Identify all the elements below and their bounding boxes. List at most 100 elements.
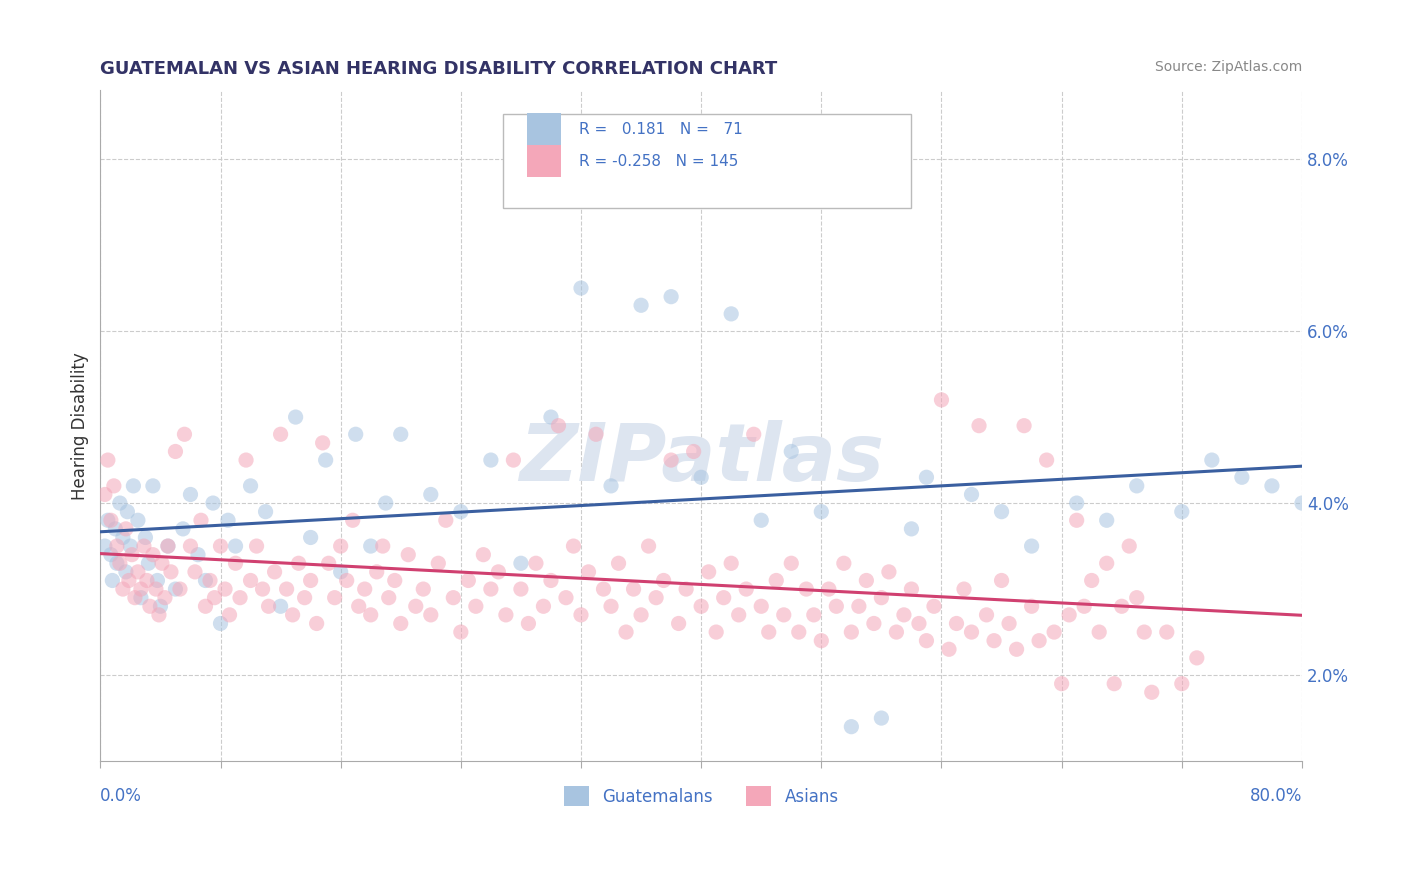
Point: [659, 453, 682, 467]
Point: [169, 582, 191, 596]
Point: [592, 582, 614, 596]
Point: [315, 453, 337, 467]
Point: [142, 479, 165, 493]
Point: [396, 548, 419, 562]
Point: [569, 607, 592, 622]
Point: [915, 470, 938, 484]
Point: [287, 556, 309, 570]
Point: [377, 591, 399, 605]
Point: [998, 616, 1021, 631]
Point: [787, 625, 810, 640]
Text: 80.0%: 80.0%: [1250, 788, 1302, 805]
Point: [201, 496, 224, 510]
Point: [1035, 453, 1057, 467]
Point: [794, 582, 817, 596]
Point: [124, 591, 146, 605]
Point: [344, 427, 367, 442]
Point: [1171, 505, 1194, 519]
Point: [578, 565, 600, 579]
Point: [502, 453, 524, 467]
Legend: Guatemalans, Asians: Guatemalans, Asians: [557, 780, 845, 814]
Point: [360, 607, 382, 622]
Point: [1095, 513, 1118, 527]
Point: [931, 392, 953, 407]
Point: [772, 607, 794, 622]
Point: [555, 591, 578, 605]
Point: [263, 565, 285, 579]
Point: [863, 616, 886, 631]
Point: [257, 599, 280, 614]
Point: [311, 435, 333, 450]
Point: [495, 607, 517, 622]
Point: [412, 582, 434, 596]
Point: [173, 427, 195, 442]
Point: [150, 556, 173, 570]
Point: [329, 565, 352, 579]
Point: [607, 556, 630, 570]
Point: [225, 556, 247, 570]
Point: [165, 444, 187, 458]
Point: [509, 556, 531, 570]
Point: [727, 607, 749, 622]
Point: [148, 607, 170, 622]
Point: [1066, 513, 1088, 527]
Point: [115, 565, 138, 579]
Point: [1185, 651, 1208, 665]
Point: [323, 591, 346, 605]
Point: [780, 556, 803, 570]
Point: [294, 591, 316, 605]
Point: [366, 565, 388, 579]
Point: [101, 574, 124, 588]
Point: [976, 607, 998, 622]
Point: [870, 711, 893, 725]
Point: [1125, 591, 1147, 605]
Point: [547, 418, 569, 433]
Point: [765, 574, 787, 588]
Point: [614, 625, 637, 640]
Point: [184, 565, 207, 579]
Point: [103, 479, 125, 493]
Text: ZIPatlas: ZIPatlas: [519, 420, 883, 499]
Point: [218, 607, 240, 622]
Point: [270, 427, 292, 442]
Point: [111, 531, 134, 545]
Point: [108, 556, 131, 570]
Point: [108, 496, 131, 510]
Point: [118, 574, 141, 588]
Point: [94, 539, 117, 553]
Point: [229, 591, 252, 605]
Point: [245, 539, 267, 553]
Point: [97, 453, 120, 467]
Point: [886, 625, 908, 640]
Point: [832, 556, 855, 570]
Point: [419, 607, 441, 622]
Point: [652, 574, 675, 588]
Point: [389, 616, 412, 631]
Point: [720, 307, 742, 321]
Point: [960, 487, 983, 501]
FancyBboxPatch shape: [527, 113, 561, 145]
Point: [479, 582, 502, 596]
Point: [299, 574, 322, 588]
Point: [637, 539, 659, 553]
Point: [254, 505, 277, 519]
Point: [825, 599, 848, 614]
Y-axis label: Hearing Disability: Hearing Disability: [72, 351, 89, 500]
Point: [299, 531, 322, 545]
Point: [675, 582, 697, 596]
Point: [1291, 496, 1313, 510]
Point: [342, 513, 364, 527]
Point: [149, 599, 172, 614]
Point: [134, 531, 156, 545]
Point: [209, 616, 232, 631]
Point: [585, 427, 607, 442]
Point: [135, 574, 157, 588]
Point: [145, 582, 167, 596]
Point: [817, 582, 839, 596]
Point: [329, 539, 352, 553]
Point: [645, 591, 668, 605]
Point: [533, 599, 555, 614]
Point: [122, 479, 145, 493]
Point: [129, 591, 152, 605]
Point: [893, 607, 915, 622]
